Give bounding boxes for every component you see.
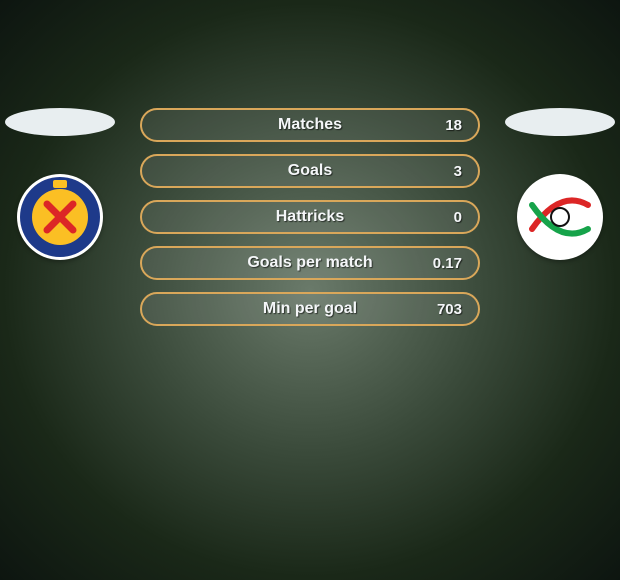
stat-value-right: 18	[445, 117, 462, 134]
badge-left-crown	[53, 180, 67, 188]
stats-panel: Matches 18 Goals 3 Hattricks 0 Goals per match…	[140, 108, 480, 338]
player-right-avatar	[505, 108, 615, 136]
player-right-column	[500, 108, 620, 260]
stat-value-right: 0.17	[433, 255, 462, 272]
stat-row: Hattricks 0	[140, 200, 480, 234]
stat-value-right: 3	[454, 163, 462, 180]
player-left-avatar	[5, 108, 115, 136]
badge-left-svg	[17, 174, 103, 260]
stat-label: Matches	[278, 116, 342, 134]
stat-value-right: 0	[454, 209, 462, 226]
infographic-container: Daniel Cruz vs Amankwaah Opoku Club comp…	[0, 0, 620, 580]
stat-label: Min per goal	[263, 300, 357, 318]
stat-label: Hattricks	[276, 208, 344, 226]
stat-row: Goals per match 0.17	[140, 246, 480, 280]
badge-right-svg	[517, 174, 603, 260]
stat-row: Matches 18	[140, 108, 480, 142]
stat-row: Min per goal 703	[140, 292, 480, 326]
stat-row: Goals 3	[140, 154, 480, 188]
club-badge-left	[17, 174, 103, 260]
stat-label: Goals	[288, 162, 332, 180]
club-badge-right	[517, 174, 603, 260]
stat-label: Goals per match	[247, 254, 372, 272]
player-left-column	[0, 108, 120, 260]
stat-value-right: 703	[437, 301, 462, 318]
comparison-body: Matches 18 Goals 3 Hattricks 0 Goals per match…	[0, 108, 620, 328]
